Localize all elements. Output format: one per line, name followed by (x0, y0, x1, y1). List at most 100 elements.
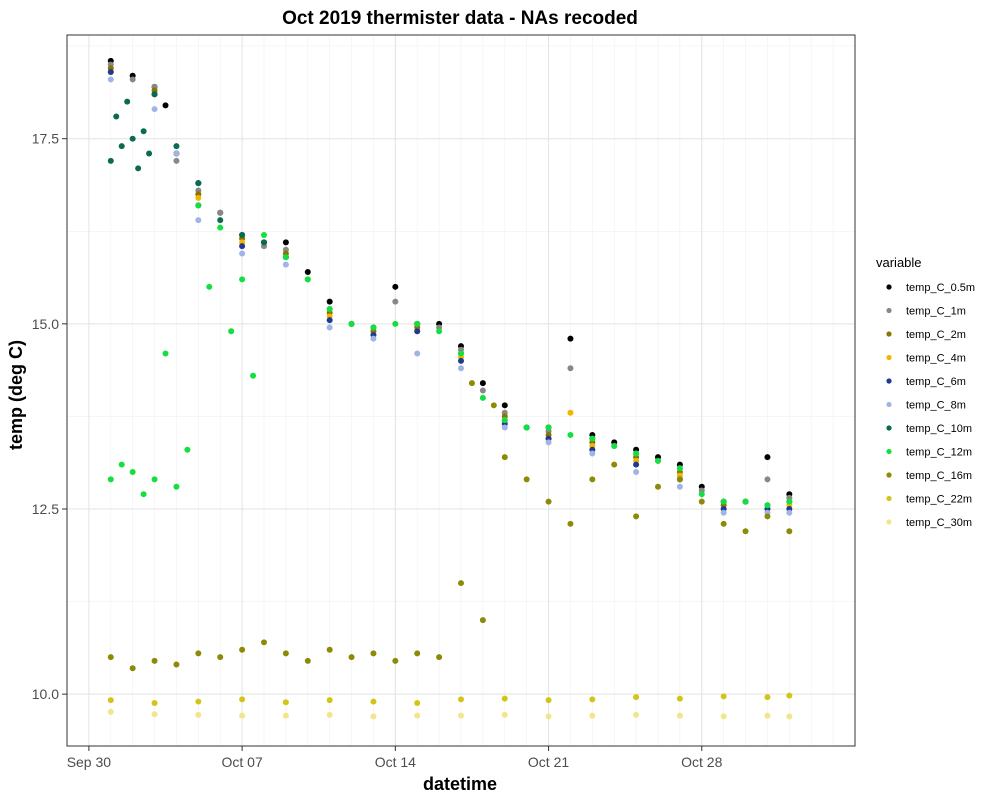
data-point (124, 98, 131, 105)
data-point (458, 696, 464, 703)
x-axis: Sep 30 Oct 07 Oct 14 Oct 21 Oct 28 (67, 746, 723, 770)
data-point (764, 513, 771, 520)
data-point (195, 180, 202, 187)
data-point (764, 694, 771, 701)
data-point (676, 483, 683, 490)
data-point (414, 650, 421, 657)
legend-key (886, 354, 892, 361)
data-point (414, 320, 421, 327)
data-point (239, 250, 246, 257)
data-point (261, 639, 267, 646)
data-point (633, 468, 640, 475)
legend-key (886, 472, 892, 478)
legend-item: temp_C_6m (886, 376, 966, 388)
legend-key (886, 331, 892, 337)
y-tick-label: 15.0 (32, 316, 59, 332)
data-point (140, 491, 147, 498)
data-point (479, 387, 486, 394)
legend-label: temp_C_10m (906, 423, 972, 435)
data-point (720, 713, 727, 720)
data-point (676, 476, 683, 483)
data-point (250, 372, 257, 379)
data-point (370, 335, 377, 342)
data-point (490, 402, 497, 409)
data-point (239, 231, 246, 238)
data-point (764, 502, 771, 509)
data-point (468, 380, 475, 387)
data-point (107, 476, 114, 483)
data-point (786, 692, 793, 699)
legend-label: temp_C_16m (906, 470, 972, 482)
y-tick-label: 12.5 (32, 501, 59, 517)
y-tick-label: 10.0 (32, 686, 59, 702)
legend-items: temp_C_0.5m temp_C_1m temp_C_2m temp_C_4mte… (886, 282, 975, 529)
legend-item: temp_C_16m (886, 470, 972, 482)
data-point (107, 654, 114, 661)
series-temp_C_8m (107, 76, 793, 516)
data-point (370, 698, 377, 705)
data-point (479, 394, 486, 401)
data-point (589, 476, 596, 483)
x-tick-label: Oct 21 (528, 754, 569, 770)
data-point (479, 380, 486, 387)
data-point (786, 498, 793, 505)
chart-title: Oct 2019 thermister data - NAs recoded (282, 8, 638, 29)
data-point (107, 697, 114, 704)
data-point (698, 491, 705, 498)
legend-item: temp_C_10m (886, 423, 972, 435)
data-point (458, 357, 464, 364)
data-point (458, 350, 464, 357)
data-point (655, 457, 661, 464)
data-point (146, 150, 153, 157)
data-point (239, 712, 246, 719)
data-point (348, 320, 355, 327)
data-point (107, 157, 114, 164)
data-point (151, 106, 158, 113)
legend-item: temp_C_0.5m (886, 282, 975, 294)
data-point (786, 528, 793, 535)
data-point (135, 165, 142, 172)
data-point (720, 520, 727, 527)
legend-key (886, 401, 892, 408)
x-tick-label: Oct 28 (681, 754, 722, 770)
data-point (173, 143, 180, 150)
legend-key (886, 448, 892, 455)
data-point (501, 454, 508, 461)
series-temp_C_22m (107, 692, 793, 707)
legend-label: temp_C_8m (906, 400, 966, 412)
data-point (414, 328, 421, 335)
data-point (239, 696, 246, 703)
data-point (414, 350, 421, 357)
data-point (589, 435, 596, 442)
data-point (392, 283, 399, 290)
legend-key (886, 307, 892, 314)
data-point (720, 498, 727, 505)
data-point (567, 335, 574, 342)
data-point (720, 693, 727, 700)
data-point (458, 365, 464, 372)
data-point (326, 711, 333, 718)
data-point (239, 276, 246, 283)
legend-key (886, 378, 892, 384)
data-point (720, 509, 727, 516)
data-point (217, 217, 224, 224)
series-temp_C_16m (107, 380, 793, 672)
data-point (414, 712, 421, 719)
data-point (458, 580, 464, 587)
data-point (151, 711, 158, 718)
data-point (676, 712, 683, 719)
data-point (611, 461, 618, 468)
data-point (370, 650, 377, 657)
data-point (304, 657, 311, 664)
data-point (458, 712, 464, 719)
data-point (545, 713, 552, 720)
data-point (436, 654, 443, 661)
series-temp_C_12m (107, 202, 793, 509)
data-point (633, 711, 640, 718)
data-point (217, 654, 224, 661)
data-point (676, 695, 683, 702)
data-point (326, 298, 333, 305)
data-point (589, 450, 596, 457)
data-point (326, 317, 333, 324)
